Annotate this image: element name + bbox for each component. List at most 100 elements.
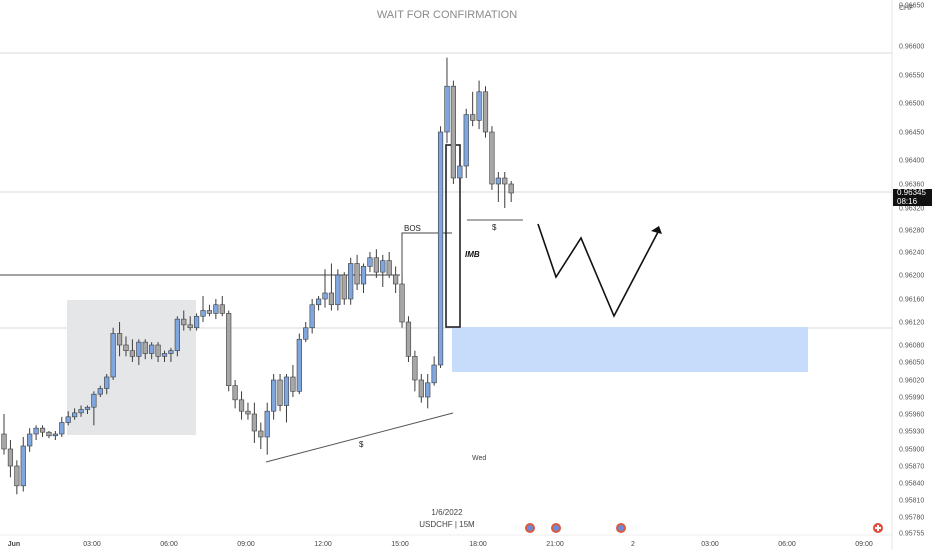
time-tick-label: 18:00	[469, 541, 487, 548]
candle-body	[328, 292, 335, 306]
candle-body	[386, 260, 392, 276]
candle-body	[431, 364, 437, 384]
candle-body	[129, 350, 136, 357]
candle-body	[123, 344, 129, 351]
candle-body	[463, 114, 469, 167]
candle-body	[174, 318, 180, 351]
range-box	[67, 300, 196, 435]
candle-body	[418, 379, 424, 398]
candle-body	[59, 422, 65, 435]
time-tick-label: 12:00	[314, 541, 332, 548]
price-tick-label: 0.96320	[899, 206, 924, 213]
liquidity-trendline	[265, 412, 454, 463]
candle-body	[136, 341, 142, 357]
candle-body	[142, 341, 148, 354]
price-tick-label: 0.96200	[899, 273, 924, 280]
price-tick-label: 0.95810	[899, 498, 924, 505]
candle-body	[168, 350, 174, 354]
time-tick-label: 06:00	[160, 541, 178, 548]
candle-body	[373, 257, 379, 273]
candle-body	[380, 260, 386, 273]
time-tick-label: 15:00	[391, 541, 409, 548]
time-tick-label: 09:00	[855, 541, 873, 548]
candle-body	[251, 413, 257, 432]
price-tick-label: 0.95840	[899, 481, 924, 488]
price-tick-label: 0.96080	[899, 343, 924, 350]
candle-body	[65, 416, 71, 423]
candle-body	[476, 91, 482, 121]
candle-body	[470, 114, 476, 121]
candle-body	[200, 310, 206, 317]
candle-body	[283, 376, 290, 406]
candle-body	[508, 183, 514, 194]
candle-body	[296, 338, 302, 392]
candle-body	[354, 263, 360, 285]
candle-body	[367, 257, 373, 267]
candle-body	[33, 427, 39, 435]
candle-body	[264, 410, 270, 438]
candle-body	[290, 376, 296, 392]
price-tick-label: 0.95990	[899, 395, 924, 402]
candle-body	[181, 318, 187, 326]
price-tick-label: 0.96650	[899, 3, 924, 10]
candle-body	[149, 344, 155, 354]
candle-body	[348, 263, 354, 300]
time-tick-label: 09:00	[237, 541, 255, 548]
price-tick-label: 0.96160	[899, 297, 924, 304]
candle-body	[322, 292, 328, 300]
candle-body	[412, 356, 418, 381]
candle-body	[245, 410, 251, 415]
current-price-value: 0.96345	[897, 188, 926, 197]
candle-body	[226, 313, 232, 386]
candle-body	[335, 274, 341, 306]
swiss-flag-event-icon[interactable]	[873, 523, 883, 533]
time-axis: Jun 03:00 06:00 09:00 12:00 15:00 18:00 21:00 2 0…	[8, 541, 873, 548]
candle-body	[219, 304, 225, 314]
candle-body	[457, 165, 463, 179]
day-label: Wed	[472, 455, 486, 462]
demand-zone	[452, 327, 808, 372]
candle-body	[1, 433, 7, 450]
candle-body	[399, 283, 405, 323]
current-price-tag: 0.96345 08:16	[893, 188, 932, 206]
us-flag-event-icon[interactable]	[616, 523, 626, 533]
candle-body	[360, 266, 367, 285]
us-flag-event-icon[interactable]	[525, 523, 535, 533]
candle-body	[91, 393, 97, 408]
candle-body	[238, 399, 245, 412]
candle-body	[155, 344, 161, 357]
time-tick-label: 21:00	[546, 541, 564, 548]
time-tick-label: 03:00	[83, 541, 101, 548]
candle-body	[104, 376, 110, 389]
candle-body	[495, 177, 501, 185]
price-tick-label: 0.96550	[899, 73, 924, 80]
liquidity-low-label: $	[359, 440, 364, 449]
price-tick-label: 0.96600	[899, 44, 924, 51]
candle-body	[52, 433, 58, 437]
candle-body	[14, 465, 20, 487]
candle-countdown: 08:16	[897, 196, 918, 206]
price-axis: 0.96650 0.96600 0.96550 0.96500 0.96450 0.964…	[899, 3, 924, 538]
candle-body	[489, 131, 495, 185]
candle-body	[39, 427, 46, 433]
projected-path	[537, 223, 659, 318]
candle-body	[437, 131, 444, 366]
time-tick-label: Jun	[8, 541, 20, 548]
candles-group	[1, 57, 514, 495]
candle-body	[46, 431, 52, 437]
bos-bracket	[401, 232, 452, 275]
candle-body	[405, 321, 412, 357]
candle-body	[502, 177, 508, 185]
price-tick-label: 0.96450	[899, 130, 924, 137]
us-flag-event-icon[interactable]	[551, 523, 561, 533]
candle-body	[232, 385, 238, 401]
candle-body	[450, 85, 457, 179]
imb-label: IMB	[465, 250, 480, 259]
candle-body	[425, 382, 431, 398]
price-tick-label: 0.95960	[899, 412, 924, 419]
chart-title: WAIT FOR CONFIRMATION	[377, 9, 517, 21]
price-tick-label: 0.96120	[899, 320, 924, 327]
bos-label: BOS	[404, 224, 421, 233]
candle-body	[258, 430, 264, 438]
